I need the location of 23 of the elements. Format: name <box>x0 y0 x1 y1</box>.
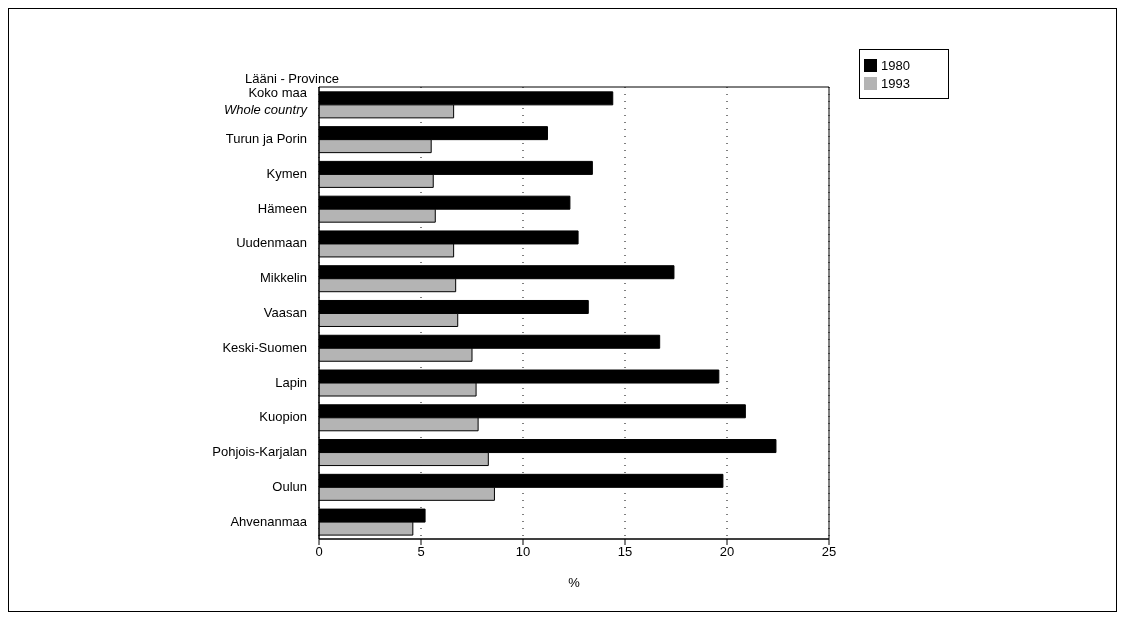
legend-label: 1980 <box>881 58 910 73</box>
y-tick-label: Kuopion <box>259 409 307 425</box>
x-tick-label: 25 <box>821 544 837 560</box>
y-tick-label: Koko maa Whole country <box>223 84 309 117</box>
y-tick-label: Lapin <box>275 374 307 390</box>
y-tick-label: Ahvenanmaa <box>230 513 308 529</box>
y-tick-label: Kymen <box>266 165 307 181</box>
x-tick-label: 15 <box>617 544 633 560</box>
x-tick-label: 20 <box>719 544 735 560</box>
x-tick-label: 5 <box>417 544 425 560</box>
y-tick-label: Hämeen <box>257 200 307 216</box>
y-tick-label: Mikkelin <box>260 270 307 286</box>
y-tick-label: Vaasan <box>263 305 307 320</box>
x-tick-label: 10 <box>515 544 531 560</box>
legend-label: 1993 <box>881 76 910 91</box>
y-tick-label: Uudenmaan <box>236 235 307 251</box>
x-tick-label: 0 <box>315 544 323 560</box>
y-axis-title: Lääni - Province <box>245 71 339 86</box>
x-axis-title: % <box>568 575 581 590</box>
y-tick-label: Oulun <box>272 478 307 494</box>
y-tick-label: Pohjois-Karjalan <box>212 444 307 460</box>
y-tick-label: Keski-Suomen <box>222 339 307 355</box>
y-tick-label: Turun ja Porin <box>225 131 307 147</box>
